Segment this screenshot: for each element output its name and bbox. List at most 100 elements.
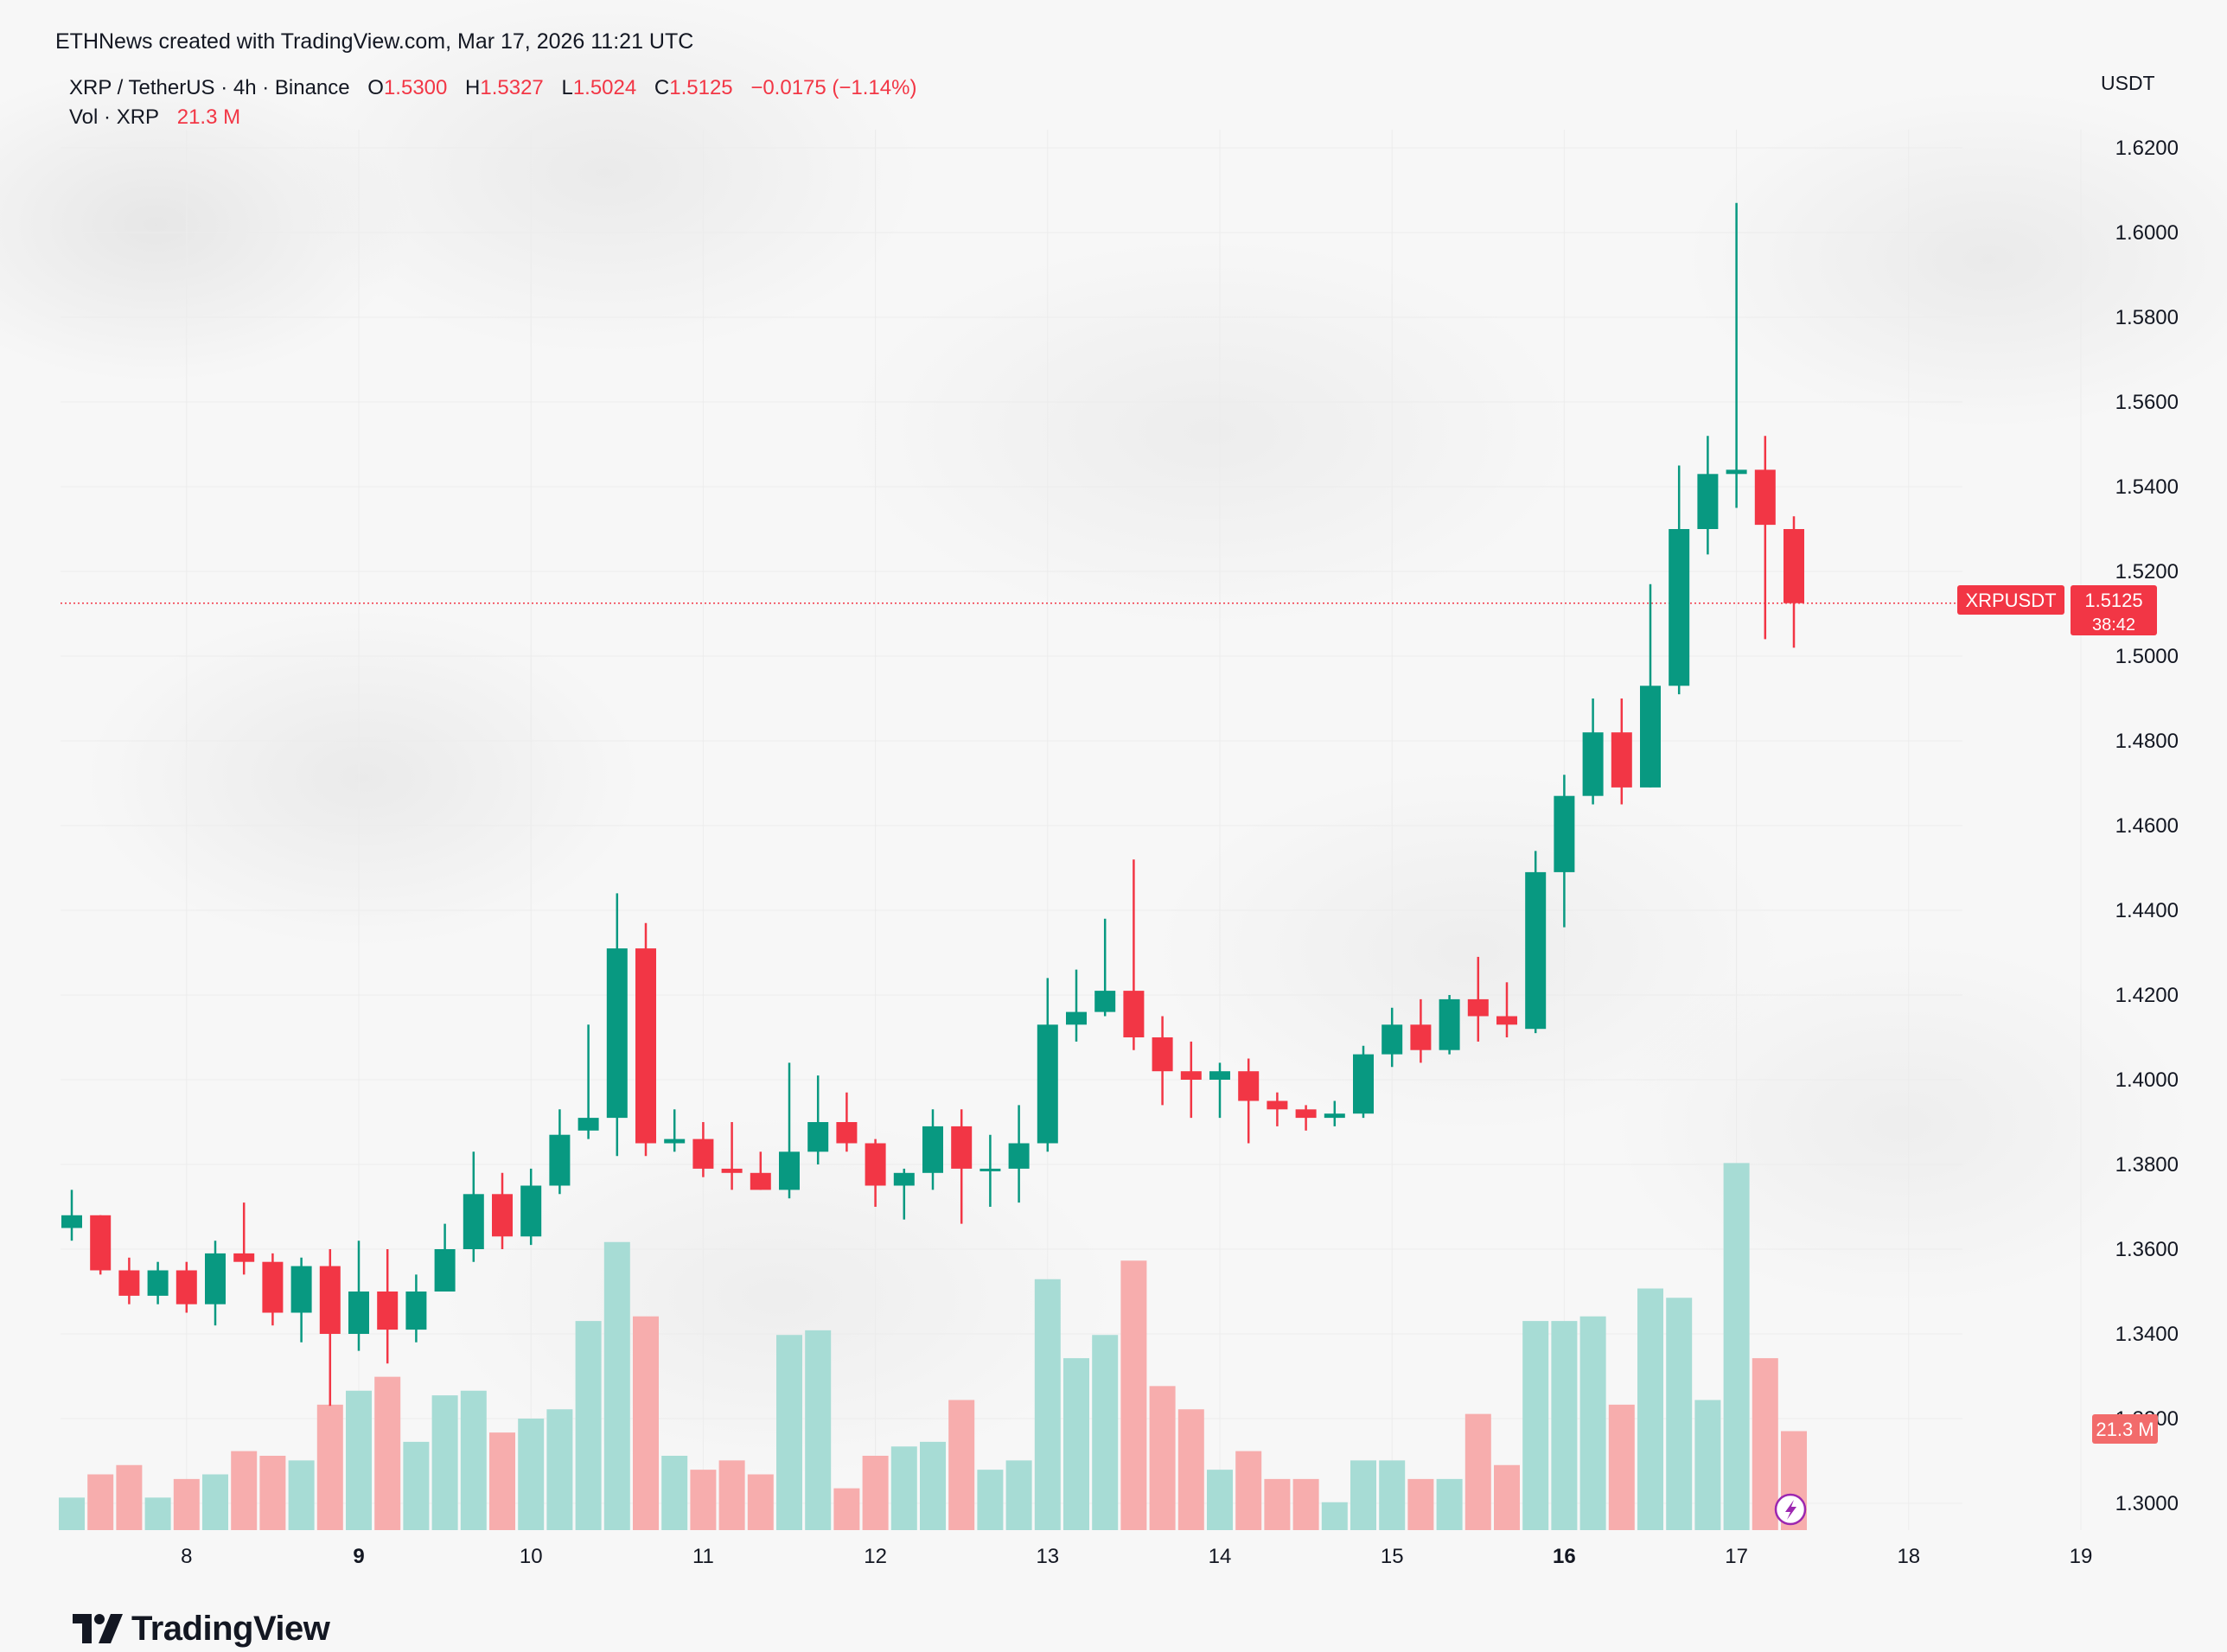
candle-body xyxy=(520,1185,542,1237)
volume-bar xyxy=(1149,1386,1176,1530)
candle xyxy=(1554,775,1575,928)
volume-value: 21.3 M xyxy=(176,105,241,129)
candle-body xyxy=(750,1172,771,1190)
candle-body xyxy=(147,1270,169,1296)
volume-bar xyxy=(1292,1478,1319,1530)
legend-volume-row: Vol · XRP 21.3 M xyxy=(69,105,240,130)
candle xyxy=(1037,978,1058,1152)
candle xyxy=(205,1241,226,1326)
candle xyxy=(807,1075,829,1164)
candle-body xyxy=(90,1215,112,1271)
volume-tag-bg xyxy=(2092,1414,2158,1444)
candle xyxy=(463,1151,484,1262)
volume-bar xyxy=(805,1330,832,1530)
high-label: H xyxy=(465,76,481,99)
candle xyxy=(1754,436,1776,640)
price-axis[interactable]: USDT 1.6200 1.6000 1.5800 1.5600 1.5400 1.520… xyxy=(2101,72,2179,1515)
volume-bar xyxy=(1551,1321,1578,1530)
candle-body xyxy=(779,1151,800,1190)
volume-bar xyxy=(1063,1358,1089,1530)
volume-bar xyxy=(1666,1298,1693,1530)
price-tick-label: 1.3800 xyxy=(2115,1153,2179,1177)
price-tick-label: 1.4000 xyxy=(2115,1068,2179,1092)
volume-bar xyxy=(144,1497,171,1530)
candle-body xyxy=(348,1292,369,1334)
volume-bars xyxy=(59,1163,1807,1530)
time-tick-label: 16 xyxy=(1553,1545,1576,1568)
candle xyxy=(865,1139,886,1207)
volume-bar xyxy=(59,1497,85,1530)
price-tick-label: 1.5600 xyxy=(2115,391,2179,414)
time-axis[interactable]: 8 9 10 11 12 13 14 15 16 17 18 19 xyxy=(181,1545,2092,1568)
candle xyxy=(1697,436,1719,555)
symbol-name[interactable]: XRP / TetherUS · 4h · Binance xyxy=(69,76,350,99)
candle xyxy=(922,1109,943,1190)
candle-body xyxy=(1324,1113,1345,1119)
candle-body xyxy=(1295,1109,1317,1119)
candle xyxy=(434,1223,456,1292)
volume-bar xyxy=(518,1419,545,1530)
candle xyxy=(1582,698,1604,805)
candle-body xyxy=(405,1292,427,1330)
candle-body xyxy=(377,1292,399,1330)
candle xyxy=(492,1172,513,1249)
volume-bar xyxy=(1608,1404,1635,1530)
candle xyxy=(1123,859,1145,1050)
tradingview-logo-text: TradingView xyxy=(131,1609,330,1648)
low-value: 1.5024 xyxy=(572,76,637,99)
candle xyxy=(118,1257,140,1304)
candle xyxy=(1066,969,1087,1042)
volume-bar xyxy=(116,1464,143,1530)
volume-bar xyxy=(1120,1260,1147,1530)
candle-body xyxy=(61,1215,82,1228)
tradingview-logo[interactable]: TradingView xyxy=(73,1610,349,1648)
price-tick-label: 1.3000 xyxy=(2115,1492,2179,1515)
volume-bar xyxy=(1723,1163,1750,1530)
lightning-icon[interactable] xyxy=(1774,1493,1807,1526)
candle-body xyxy=(692,1139,714,1169)
candle-body xyxy=(1123,991,1145,1037)
volume-bar xyxy=(346,1390,372,1530)
volume-bar xyxy=(1637,1288,1663,1530)
volume-bar xyxy=(747,1474,774,1530)
candle-body xyxy=(606,948,628,1119)
candle-body xyxy=(1152,1037,1173,1072)
candle-body xyxy=(319,1266,341,1334)
candle xyxy=(147,1261,169,1304)
candle xyxy=(377,1249,399,1364)
candle-body xyxy=(1611,732,1632,788)
candles xyxy=(61,202,1804,1406)
price-tick-label: 1.4600 xyxy=(2115,814,2179,838)
volume-bar xyxy=(1321,1502,1348,1530)
candle-body xyxy=(1525,871,1547,1030)
candle xyxy=(1180,1041,1202,1119)
candle-body xyxy=(290,1266,312,1313)
volume-bar xyxy=(1436,1478,1463,1530)
close-value: 1.5125 xyxy=(669,76,733,99)
volume-label[interactable]: Vol · XRP xyxy=(69,105,160,129)
candle xyxy=(405,1274,427,1343)
candle xyxy=(1295,1105,1317,1131)
volume-bar xyxy=(1494,1464,1520,1530)
candle-body xyxy=(1726,469,1747,475)
price-tag: XRPUSDT 1.5125 38:42 xyxy=(1957,585,2157,635)
candle-body xyxy=(807,1122,829,1152)
candle xyxy=(233,1202,255,1275)
close-label: C xyxy=(654,76,670,99)
volume-bar xyxy=(202,1474,228,1530)
volume-bar xyxy=(489,1432,515,1530)
candle-body xyxy=(922,1126,943,1173)
candle xyxy=(1353,1045,1374,1119)
volume-bar xyxy=(718,1460,745,1530)
candle xyxy=(1669,465,1690,695)
high-value: 1.5327 xyxy=(480,76,544,99)
candle-body xyxy=(175,1270,197,1304)
candle-body xyxy=(1180,1071,1202,1080)
candle-body xyxy=(951,1126,973,1169)
candle-body xyxy=(1697,474,1719,529)
candle xyxy=(664,1109,686,1152)
candle-body xyxy=(577,1118,599,1131)
volume-bar xyxy=(546,1409,573,1530)
candle-body xyxy=(865,1143,886,1186)
